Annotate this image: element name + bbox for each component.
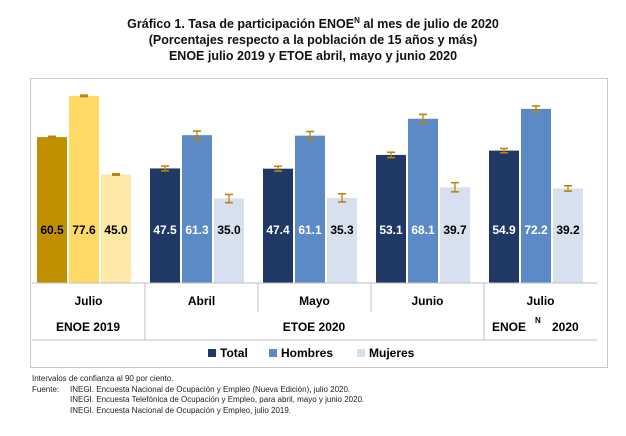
data-label: 47.4 <box>266 223 290 237</box>
data-label: 35.3 <box>330 223 354 237</box>
bar-mujeres-2 <box>327 197 357 283</box>
bar-mujeres-4 <box>553 188 583 283</box>
chart-subtitle-periods: ENOE julio 2019 y ETOE abril, mayo y jun… <box>168 49 458 64</box>
data-label: 45.0 <box>104 223 128 237</box>
bar-mujeres-1 <box>214 198 244 283</box>
group-label-superscript: N <box>535 316 541 325</box>
bar-total-2 <box>263 168 293 283</box>
source-line-1: Fuente: INEGI. Encuesta Nacional de Ocupa… <box>32 384 351 394</box>
chart-title: Gráfico 1. Tasa de participación ENOEN a… <box>127 16 499 32</box>
data-label: 61.1 <box>298 223 322 237</box>
bar-hombres-3 <box>408 118 438 284</box>
chart-title-block: Gráfico 1. Tasa de participación ENOEN a… <box>0 13 626 64</box>
bar-hombres-4 <box>521 108 551 283</box>
chart-panel <box>30 78 608 368</box>
bar-total-4 <box>489 150 519 283</box>
legend-label-hombres: Hombres <box>281 346 333 360</box>
data-label: 77.6 <box>72 223 96 237</box>
bar-mujeres-0 <box>101 174 131 283</box>
data-label: 54.9 <box>492 223 516 237</box>
legend-label-mujeres: Mujeres <box>369 346 415 360</box>
data-label: 39.7 <box>443 223 467 237</box>
chart-subtitle: (Porcentajes respecto a la población de … <box>148 33 478 48</box>
data-label: 35.0 <box>217 223 241 237</box>
bar-hombres-1 <box>182 135 212 283</box>
data-label: 61.3 <box>185 223 209 237</box>
category-label: Julio <box>74 294 102 308</box>
category-label: Abril <box>188 294 215 308</box>
legend-swatch-mujeres <box>357 349 365 357</box>
chart-notes: Intervalos de confianza al 90 por ciento… <box>32 374 364 416</box>
source-line-3: INEGI. Encuesta Nacional de Ocupación y … <box>70 405 292 415</box>
data-label: 60.5 <box>40 223 64 237</box>
group-label-enoe-2019: ENOE 2019 <box>56 320 120 334</box>
data-label: 47.5 <box>153 223 177 237</box>
bar-total-3 <box>376 154 406 283</box>
legend-label-total: Total <box>220 346 248 360</box>
group-label-year: 2020 <box>552 320 579 334</box>
source-line-2: INEGI. Encuesta Telefónica de Ocupación … <box>70 395 365 404</box>
category-label: Junio <box>412 294 444 308</box>
group-label-enoe-n: ENOE <box>492 320 526 334</box>
legend-swatch-hombres <box>269 349 277 357</box>
legend-swatch-total <box>208 349 216 357</box>
data-label: 72.2 <box>524 223 548 237</box>
category-label: Julio <box>526 294 554 308</box>
bar-hombres-0 <box>69 95 99 283</box>
data-label: 53.1 <box>379 223 403 237</box>
data-label: 68.1 <box>411 223 435 237</box>
category-label: Mayo <box>299 294 330 308</box>
bar-total-1 <box>150 168 180 283</box>
bar-hombres-2 <box>295 135 325 283</box>
group-label-etoe-2020: ETOE 2020 <box>283 320 346 334</box>
bar-mujeres-3 <box>440 187 470 283</box>
confidence-note: Intervalos de confianza al 90 por ciento… <box>32 374 174 383</box>
bar-total-0 <box>37 137 67 283</box>
data-label: 39.2 <box>556 223 580 237</box>
